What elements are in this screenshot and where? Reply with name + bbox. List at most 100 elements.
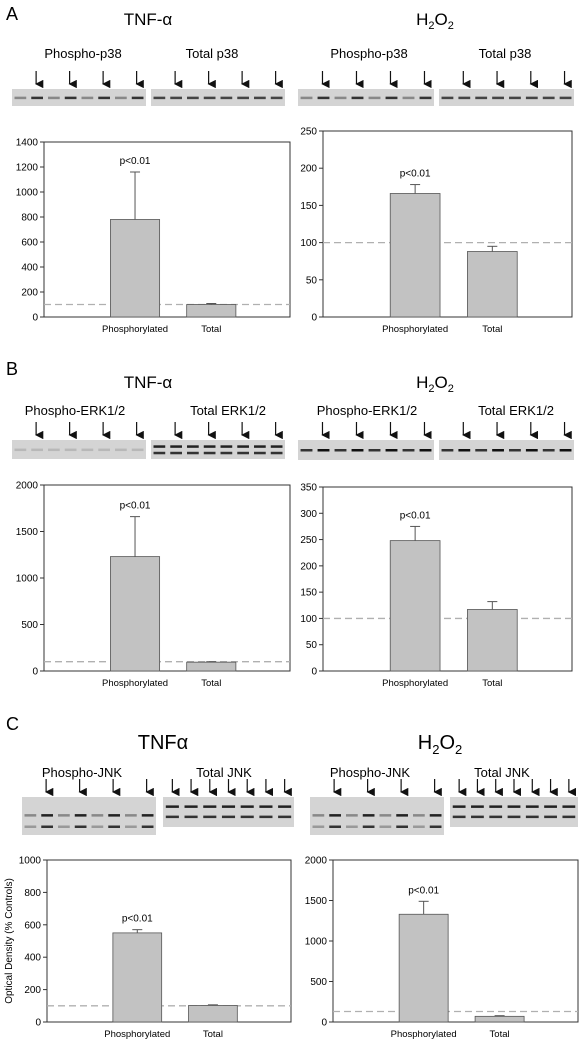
blot-band [170, 451, 182, 455]
blot-band [489, 805, 503, 808]
blot-strip [163, 797, 294, 827]
x-category-label: Phosphorylated [102, 324, 168, 335]
plot-frame [322, 130, 573, 318]
blot-band [413, 825, 425, 828]
blot-band [254, 445, 266, 448]
y-tick-label: 200 [300, 561, 317, 572]
blot-band [24, 825, 37, 828]
y-tick-label: 400 [21, 263, 38, 274]
blot-band [525, 96, 538, 100]
blot-band [74, 825, 87, 828]
significance-annotation: p<0.01 [400, 169, 431, 180]
y-tick-label: 1500 [16, 527, 39, 538]
blot-strip [450, 797, 578, 827]
blot-band [203, 451, 216, 455]
y-tick-label: 600 [24, 920, 41, 931]
y-tick-label: 0 [35, 1018, 41, 1029]
blot-band [334, 449, 347, 452]
y-tick-label: 1000 [16, 574, 39, 585]
y-tick-label: 500 [310, 977, 327, 988]
blot-band [458, 449, 471, 452]
blot-band [452, 815, 466, 819]
blot-band [312, 825, 325, 828]
y-tick-label: 1400 [16, 138, 39, 149]
blot-band [346, 825, 358, 828]
plot-frame [43, 484, 291, 672]
blot-band [220, 96, 233, 100]
bar-total [188, 1005, 238, 1023]
blot-band [187, 445, 199, 448]
blot-strip [151, 89, 285, 106]
blot-strip [439, 440, 574, 460]
blot-band [419, 96, 432, 100]
y-tick-label: 150 [300, 201, 317, 212]
blot-band [351, 96, 364, 100]
blot-label-b-h2o2-phospho: Phospho-ERK1/2 [317, 403, 417, 418]
x-category-label: Total [482, 678, 502, 689]
y-tick-label: 2000 [16, 481, 39, 492]
blot-band [312, 814, 325, 817]
blot-band [402, 449, 415, 452]
blot-band [489, 815, 503, 819]
blot-band [525, 815, 539, 819]
blot-band [441, 96, 454, 100]
plot-frame [332, 859, 579, 1023]
blot-band [544, 815, 557, 819]
y-tick-label: 1200 [16, 163, 39, 174]
blot-title-a-h2o2: H2O2 [416, 10, 454, 32]
blot-title-c-tnf: TNFα [138, 732, 188, 754]
blot-band [203, 96, 216, 100]
western-blot-images [12, 71, 578, 835]
x-category-label: Total [203, 1029, 223, 1040]
blot-band [270, 451, 283, 455]
bar-phosphorylated [110, 556, 161, 672]
y-tick-label: 150 [300, 588, 317, 599]
significance-annotation: p<0.01 [400, 510, 431, 521]
blot-band [471, 805, 484, 808]
blot-band [507, 815, 521, 819]
blot-band [203, 445, 216, 448]
blot-band [300, 96, 313, 100]
blot-label-c-tnf-phospho: Phospho-JNK [42, 765, 123, 780]
blot-title-a-tnf: TNF-α [124, 10, 173, 29]
blot-band [559, 449, 572, 452]
y-tick-label: 0 [311, 667, 317, 678]
blot-band [237, 451, 249, 455]
plot-frame [322, 486, 573, 672]
x-category-label: Phosphorylated [102, 678, 168, 689]
y-tick-label: 200 [24, 985, 41, 996]
y-tick-label: 0 [32, 667, 38, 678]
blot-band [58, 825, 70, 828]
blot-band [41, 814, 53, 817]
blot-band [131, 96, 144, 100]
blot-band [153, 96, 166, 100]
blot-band [329, 825, 341, 828]
blot-band [187, 451, 199, 455]
blot-band [542, 96, 555, 100]
y-tick-label: 800 [21, 213, 38, 224]
blot-band [187, 96, 199, 100]
blot-strip [12, 89, 146, 106]
blot-band [509, 96, 521, 100]
blot-band [362, 814, 375, 817]
blot-band [492, 449, 504, 452]
blot-band [385, 449, 398, 452]
bar-total [186, 661, 237, 672]
blot-band [108, 825, 120, 828]
y-tick-label: 100 [300, 238, 317, 249]
blot-band [98, 448, 110, 452]
y-tick-label: 400 [24, 953, 41, 964]
blot-band [184, 815, 198, 819]
blot-band [259, 805, 273, 808]
bar-total [467, 609, 518, 672]
blot-band [317, 96, 330, 100]
blot-band [237, 96, 249, 100]
blot-band [203, 815, 217, 819]
chart-b-2: 0 500 1000 1500 2000 Phosphorylated p<0.01 Tota… [16, 481, 291, 689]
blot-band [458, 96, 471, 100]
blot-band [396, 814, 408, 817]
blot-band [413, 814, 425, 817]
blot-band [346, 814, 358, 817]
blot-strip [12, 440, 146, 459]
blot-band [108, 814, 120, 817]
